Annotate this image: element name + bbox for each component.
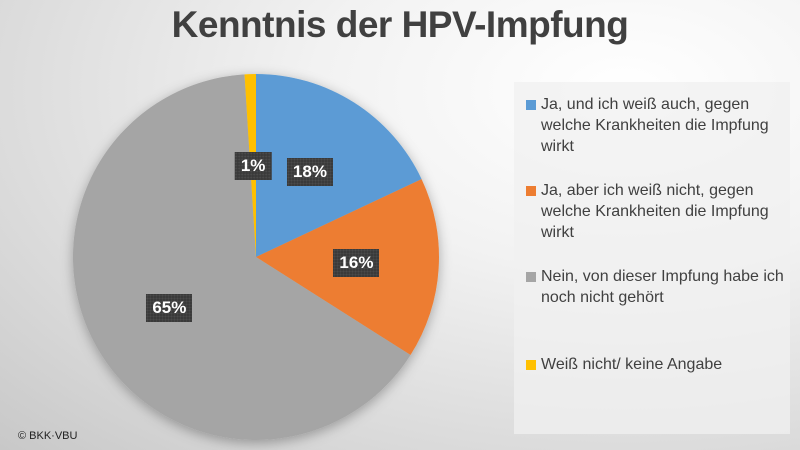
legend-item: Ja, und ich weiß auch, gegen welche Kran… bbox=[526, 94, 800, 157]
legend-swatch bbox=[526, 360, 536, 370]
legend-label: Nein, von dieser Impfung habe ich noch n… bbox=[541, 268, 784, 306]
legend-swatch bbox=[526, 186, 536, 196]
data-label: 18% bbox=[286, 158, 333, 187]
legend-label: Ja, aber ich weiß nicht, gegen welche Kr… bbox=[541, 182, 769, 241]
data-label: 16% bbox=[333, 249, 380, 278]
data-label: 65% bbox=[146, 294, 193, 323]
pie-slice bbox=[256, 74, 422, 257]
legend-label: Ja, und ich weiß auch, gegen welche Kran… bbox=[541, 96, 769, 155]
legend-item: Nein, von dieser Impfung habe ich noch n… bbox=[526, 266, 800, 308]
legend-swatch bbox=[526, 100, 536, 110]
legend-item: Weiß nicht/ keine Angabe bbox=[526, 354, 800, 375]
legend-swatch bbox=[526, 272, 536, 282]
data-label: 1% bbox=[234, 151, 272, 180]
legend: Ja, und ich weiß auch, gegen welche Kran… bbox=[514, 82, 790, 434]
pie-slice bbox=[73, 74, 411, 440]
legend-item: Ja, aber ich weiß nicht, gegen welche Kr… bbox=[526, 180, 800, 243]
chart-title: Kenntnis der HPV-Impfung bbox=[171, 4, 629, 45]
copyright: © BKK·VBU bbox=[18, 430, 78, 442]
legend-label: Weiß nicht/ keine Angabe bbox=[541, 356, 723, 373]
